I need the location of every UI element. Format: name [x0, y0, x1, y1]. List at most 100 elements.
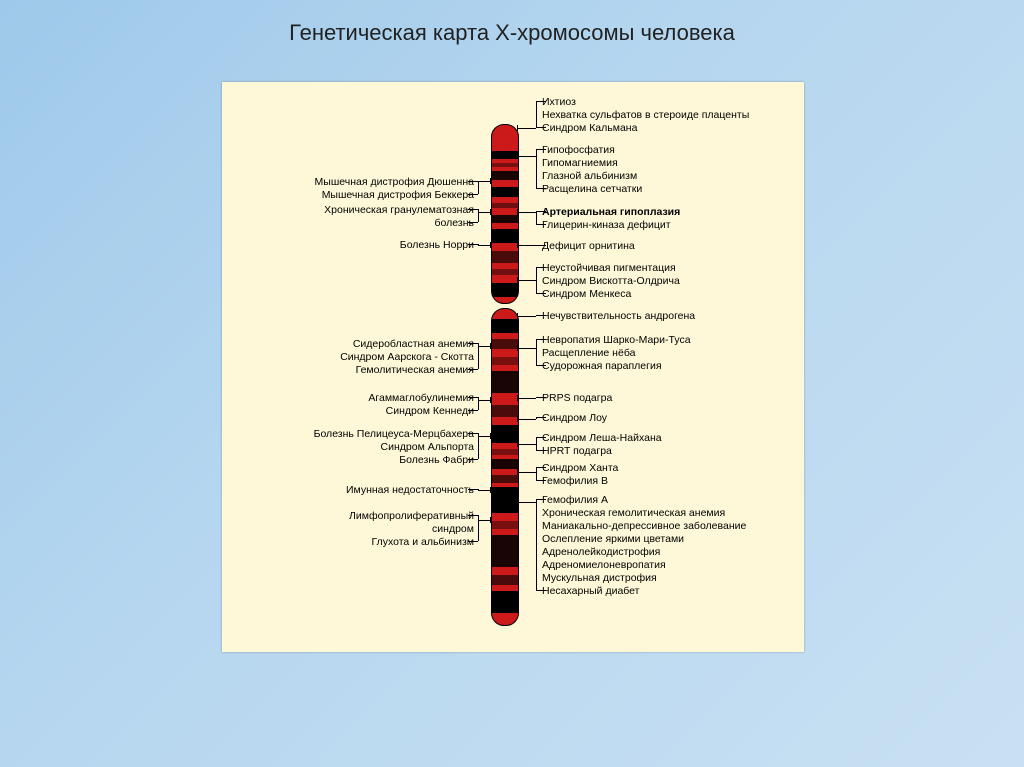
leader-line [517, 153, 518, 159]
gene-label: Маниакально-депрессивное заболевание [542, 520, 746, 533]
gene-label: Болезнь Норри [244, 239, 474, 252]
gene-label: Ихтиоз [542, 96, 576, 109]
gene-label: Мускульная дистрофия [542, 572, 657, 585]
leader-line [468, 433, 478, 434]
slide-title: Генетическая карта Х-хромосомы человека [0, 20, 1024, 46]
leader-line [517, 395, 518, 401]
chromosome-band [492, 319, 518, 333]
gene-label: Болезнь Фабри [244, 454, 474, 467]
gene-label: синдром [244, 523, 474, 536]
leader-line [536, 480, 546, 481]
chromosome-band [492, 449, 518, 455]
gene-label: Имунная недостаточность [244, 484, 474, 497]
gene-label: Ослепление яркими цветами [542, 533, 684, 546]
leader-line [468, 410, 478, 411]
gene-label: HPRT подагра [542, 445, 612, 458]
chromosome-band [492, 521, 518, 529]
leader-line [490, 209, 491, 215]
leader-line [536, 467, 546, 468]
leader-line [536, 224, 546, 225]
leader-line [468, 209, 478, 210]
leader-line [478, 244, 479, 245]
gene-label: Глицерин-киназа дефицит [542, 219, 671, 232]
chromosome-band [492, 459, 518, 469]
leader-line [517, 398, 536, 399]
leader-line [536, 417, 546, 418]
leader-line [490, 433, 491, 439]
gene-label: PRPS подагра [542, 392, 612, 405]
chromosome-band [492, 487, 518, 513]
leader-line [490, 178, 491, 184]
chromosome-band [492, 163, 518, 167]
leader-line [536, 499, 546, 500]
chromosome-band [492, 425, 518, 443]
leader-line [517, 125, 518, 131]
gene-label: Мышечная дистрофия Дюшенна [244, 176, 474, 189]
leader-line [517, 472, 536, 473]
leader-line [517, 277, 518, 283]
leader-line [536, 417, 537, 419]
leader-line [517, 441, 518, 447]
gene-label: Синдром Вискотта-Олдрича [542, 275, 680, 288]
leader-line [536, 127, 546, 128]
leader-line [536, 267, 537, 293]
leader-line [490, 517, 491, 523]
leader-line [478, 209, 479, 222]
chromosome-band [492, 575, 518, 585]
gene-label: Нехватка сульфатов в стероиде плаценты [542, 109, 749, 122]
gene-label: Нечувствительность андрогена [542, 310, 695, 323]
leader-line [517, 316, 536, 317]
chromosome-band [492, 215, 518, 223]
leader-line [536, 127, 537, 128]
leader-line [468, 343, 478, 344]
gene-label: Адренолейкодистрофия [542, 546, 660, 559]
chromosome-band [492, 251, 518, 263]
chromosome-band [492, 357, 518, 365]
leader-line [490, 343, 491, 349]
chromosome-band [492, 371, 518, 393]
leader-line [517, 502, 536, 503]
gene-label: Болезнь Пелицеуса-Мерцбахера [244, 428, 474, 441]
leader-line [536, 267, 546, 268]
gene-label: Синдром Кальмана [542, 122, 637, 135]
gene-label: Гемофилия А [542, 494, 608, 507]
leader-line [468, 397, 478, 398]
leader-line [517, 419, 536, 420]
leader-line [517, 212, 536, 213]
leader-line [517, 209, 518, 215]
gene-label: Синдром Альпорта [244, 441, 474, 454]
gene-label: Невропатия Шарко-Мари-Туса [542, 334, 691, 347]
gene-label: Глазной альбинизм [542, 170, 637, 183]
leader-line [468, 459, 478, 460]
gene-label: Адреномиелоневропатия [542, 559, 666, 572]
gene-label: Артериальная гипоплазия [542, 206, 680, 219]
leader-line [517, 280, 536, 281]
chromosome-band [492, 171, 518, 180]
leader-line [536, 339, 546, 340]
leader-line [478, 489, 479, 490]
leader-line [536, 467, 537, 480]
leader-line [517, 313, 518, 319]
gene-label: Синдром Кеннеди [244, 405, 474, 418]
gene-label: Синдром Леша-Найхана [542, 432, 662, 445]
leader-line [536, 499, 537, 590]
leader-line [490, 242, 491, 248]
leader-line [536, 365, 546, 366]
chromosome-q-arm [491, 308, 519, 626]
gene-label: Неустойчивая пигментация [542, 262, 676, 275]
leader-line [468, 515, 478, 516]
chromosome-band [492, 151, 518, 159]
gene-label: Глухота и альбинизм [244, 536, 474, 549]
leader-line [536, 315, 546, 316]
slide: Генетическая карта Х-хромосомы человека … [0, 0, 1024, 767]
diagram-panel: Мышечная дистрофия ДюшеннаМышечная дистр… [222, 82, 804, 652]
gene-label: Сидеробластная анемия [244, 338, 474, 351]
chromosome-band [492, 229, 518, 243]
chromosome-band [492, 269, 518, 275]
chromosome-band [492, 535, 518, 567]
gene-label: Хроническая гранулематозная [244, 204, 474, 217]
leader-line [468, 489, 478, 490]
chromosome-band [492, 405, 518, 417]
gene-label: Синдром Лоу [542, 412, 607, 425]
gene-label: Лимфопролиферативный [244, 510, 474, 523]
